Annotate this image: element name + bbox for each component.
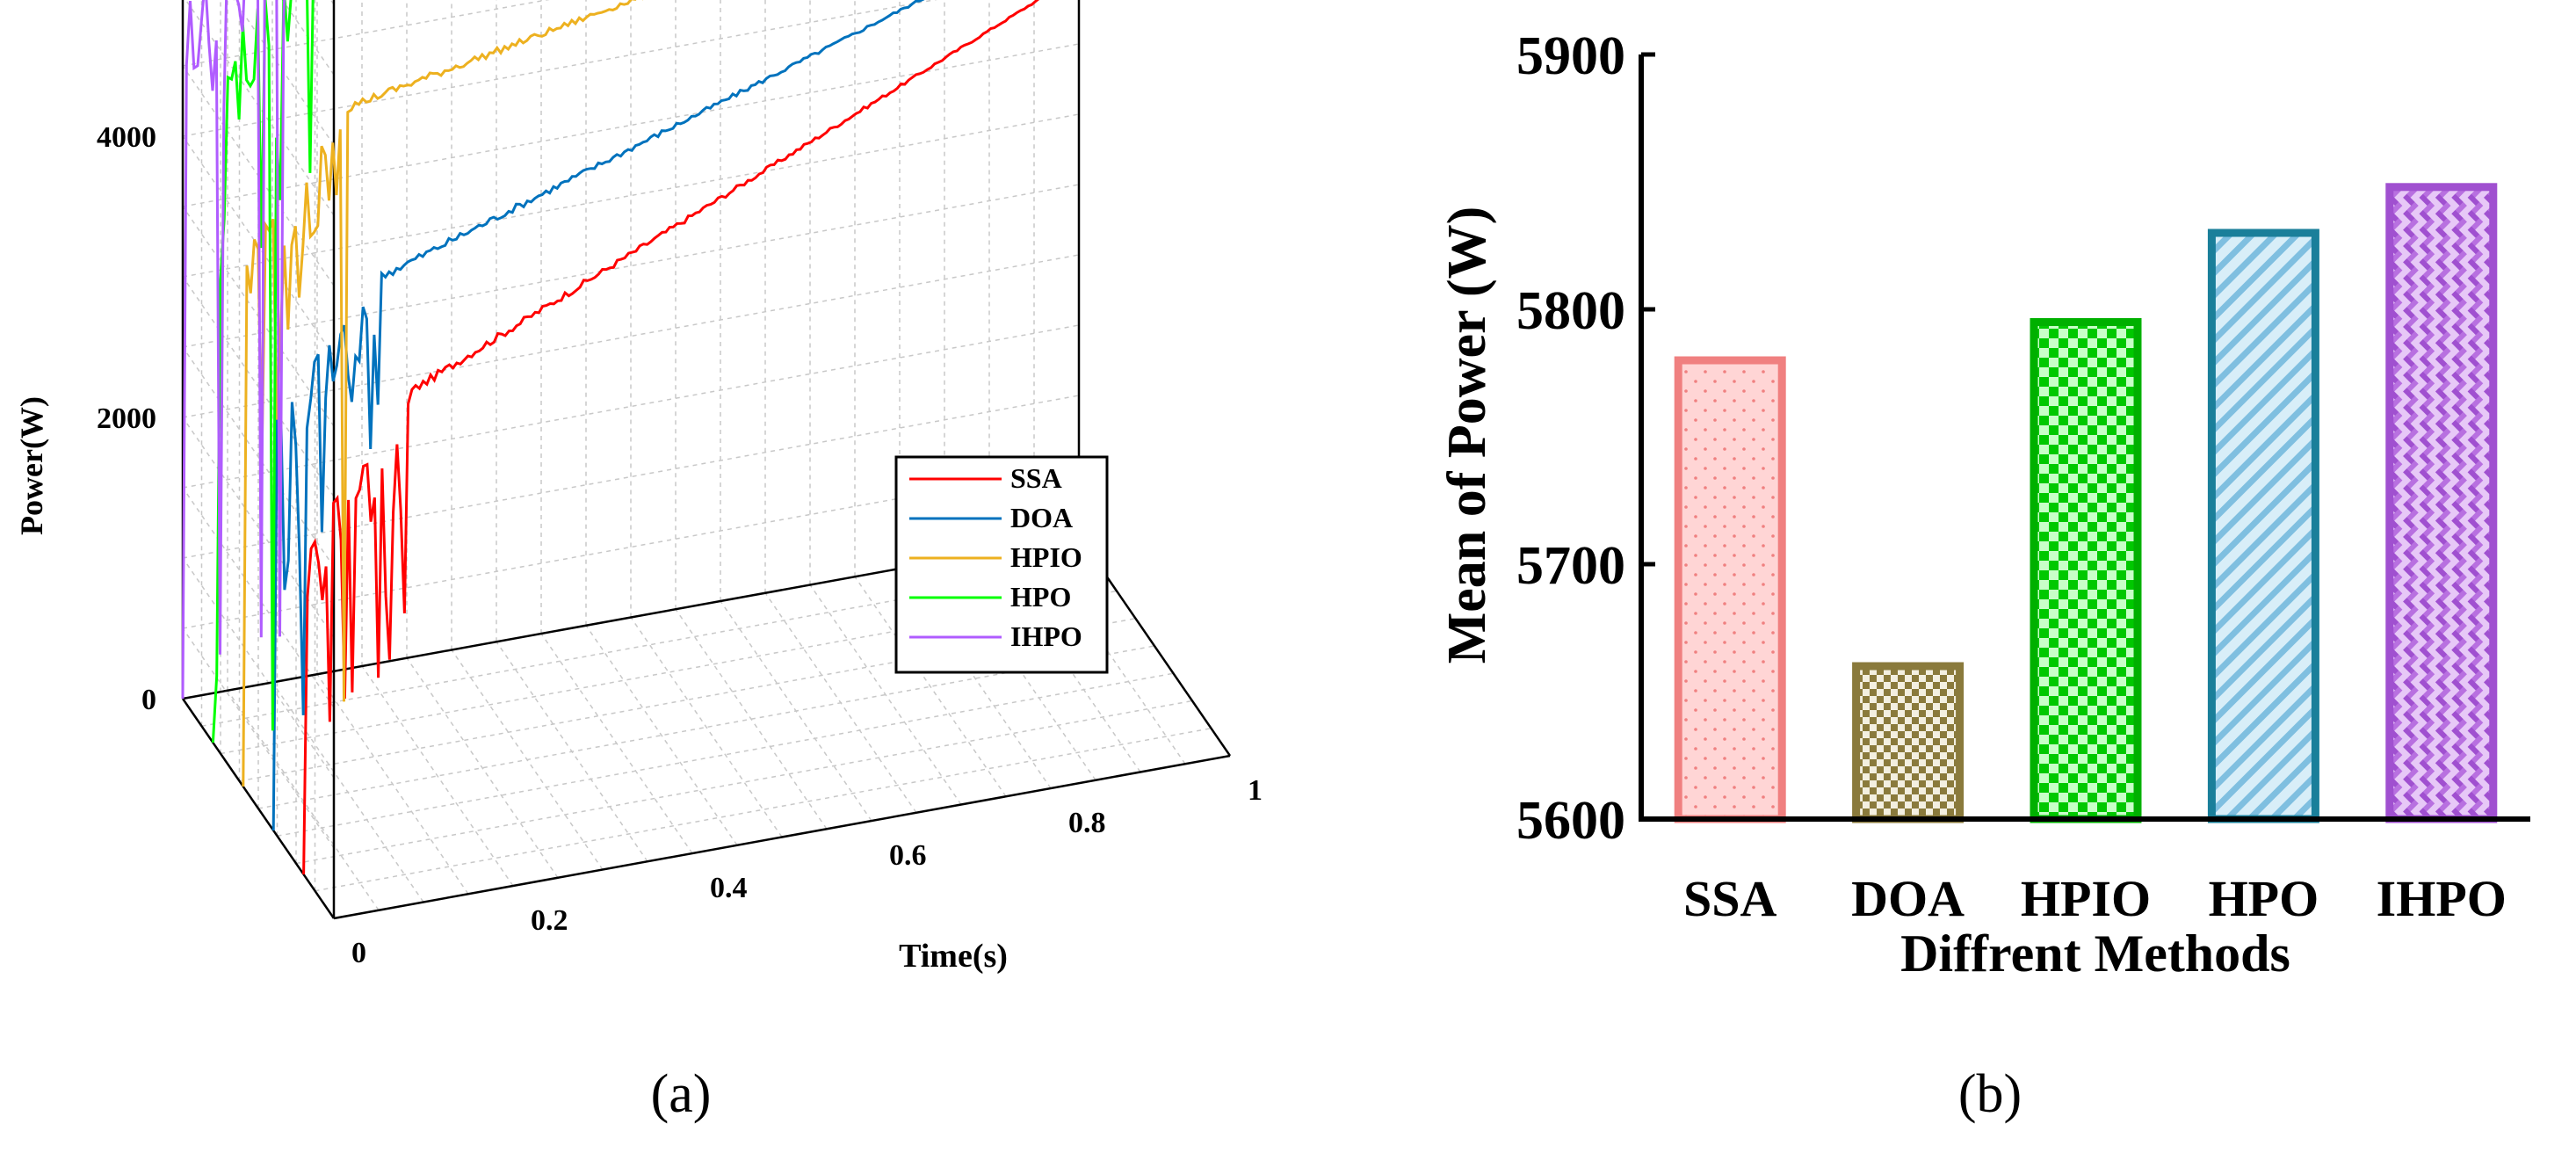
b-bar-ihpo (2385, 183, 2498, 823)
panel-a-label: (a) (651, 1064, 712, 1124)
a-series-group (181, 0, 1040, 875)
b-x-tick-label: SSA (1683, 870, 1777, 927)
b-y-ticks: 5600 5700 5800 5900 (1516, 26, 1655, 851)
b-x-tick-label: IHPO (2377, 870, 2507, 927)
a-series-line-doa (271, 0, 925, 831)
a-series-line-hpio (242, 0, 644, 787)
a-power-tick-label: 0 (141, 684, 156, 716)
a-series-line-ssa (302, 0, 1040, 875)
a-back-grid-line (182, 324, 1080, 489)
a-side-grid-line (182, 487, 335, 708)
b-bar-ssa (1674, 356, 1786, 823)
a-power-ticks: 0200040006000 (97, 121, 156, 716)
a-floor-grid-line (277, 672, 1174, 837)
b-x-tick-label: HPO (2209, 870, 2319, 927)
a-back-grid-line (182, 184, 1080, 348)
a-frame-edge (181, 698, 336, 919)
a-back-grid-line (182, 254, 1080, 418)
a-floor-grid-line (316, 673, 469, 895)
a-back-grid-line (182, 0, 550, 67)
a-floor-grid-line (809, 584, 962, 805)
a-time-tick-label: 0 (351, 937, 366, 969)
a-time-tick-label: 0.2 (531, 904, 568, 937)
a-floor-grid-line (406, 657, 559, 879)
b-bar-doa (1852, 662, 1965, 823)
a-legend-label: IHPO (1010, 620, 1082, 652)
a-back-grid-line (182, 0, 937, 137)
a-floor-grid-line (295, 700, 1193, 865)
b-x-tick-label: DOA (1851, 870, 1965, 927)
a-back-grid-line (182, 113, 1080, 278)
b-ylabel: Mean of Power (W) (1437, 207, 1497, 664)
a-floor-grid-line (361, 665, 514, 887)
a-power-tick-label: 2000 (97, 402, 156, 435)
a-legend-label: HPO (1010, 581, 1071, 613)
b-y-tick-label: 5800 (1516, 281, 1625, 341)
b-bars (1674, 183, 2498, 823)
a-floor-grid-line (854, 576, 1007, 797)
b-x-tick-label: HPIO (2021, 870, 2151, 927)
a-back-grid-line (182, 43, 1080, 207)
b-bar-hpo (2207, 228, 2319, 823)
b-xlabel: Diffrent Methods (1900, 925, 2290, 983)
a-side-grid-line (182, 346, 335, 568)
a-side-grid-line (182, 276, 335, 497)
panel-b-label: (b) (1958, 1064, 2022, 1124)
a-time-ticks: 0 0.2 0.4 0.6 0.8 1 (351, 774, 1263, 969)
a-floor-grid-line (630, 617, 783, 838)
b-y-tick-label: 5700 (1516, 536, 1625, 596)
a-time-tick-label: 0.8 (1068, 807, 1106, 839)
b-bar-hpio (2030, 318, 2142, 823)
a-legend: SSA DOA HPIO HPO IHPO (894, 455, 1109, 674)
b-y-tick-label: 5900 (1516, 26, 1625, 86)
a-power-tick-label: 4000 (97, 121, 156, 154)
a-ylabel: Power(W) (14, 396, 49, 535)
a-frame-edge (333, 754, 1231, 920)
a-frame (181, 0, 1232, 920)
a-floor-grid-line (315, 728, 1212, 892)
a-legend-label: SSA (1010, 462, 1062, 494)
b-y-tick-label: 5600 (1516, 791, 1625, 851)
panel-b-bar-chart: 5600 5700 5800 5900 SSA DOA HPIO HPO IHPO Mean … (1437, 26, 2530, 1124)
panel-a-3d-chart: 0200040006000 00.20.40.60.81 Power(W) Ti… (14, 0, 1263, 1124)
a-xlabel: Time(s) (899, 938, 1008, 975)
a-floor-grid-line (585, 625, 738, 846)
a-time-tick-label: 0.4 (710, 872, 748, 904)
a-legend-label: HPIO (1010, 541, 1082, 573)
a-side-grid-line (182, 557, 335, 779)
a-legend-label: DOA (1010, 502, 1073, 533)
a-grid (182, 0, 1231, 919)
a-time-tick-label: 0.6 (889, 839, 927, 872)
b-x-ticks: SSA DOA HPIO HPO IHPO (1683, 870, 2507, 927)
a-side-grid-line (182, 627, 335, 849)
a-time-tick-label: 1 (1248, 774, 1263, 807)
